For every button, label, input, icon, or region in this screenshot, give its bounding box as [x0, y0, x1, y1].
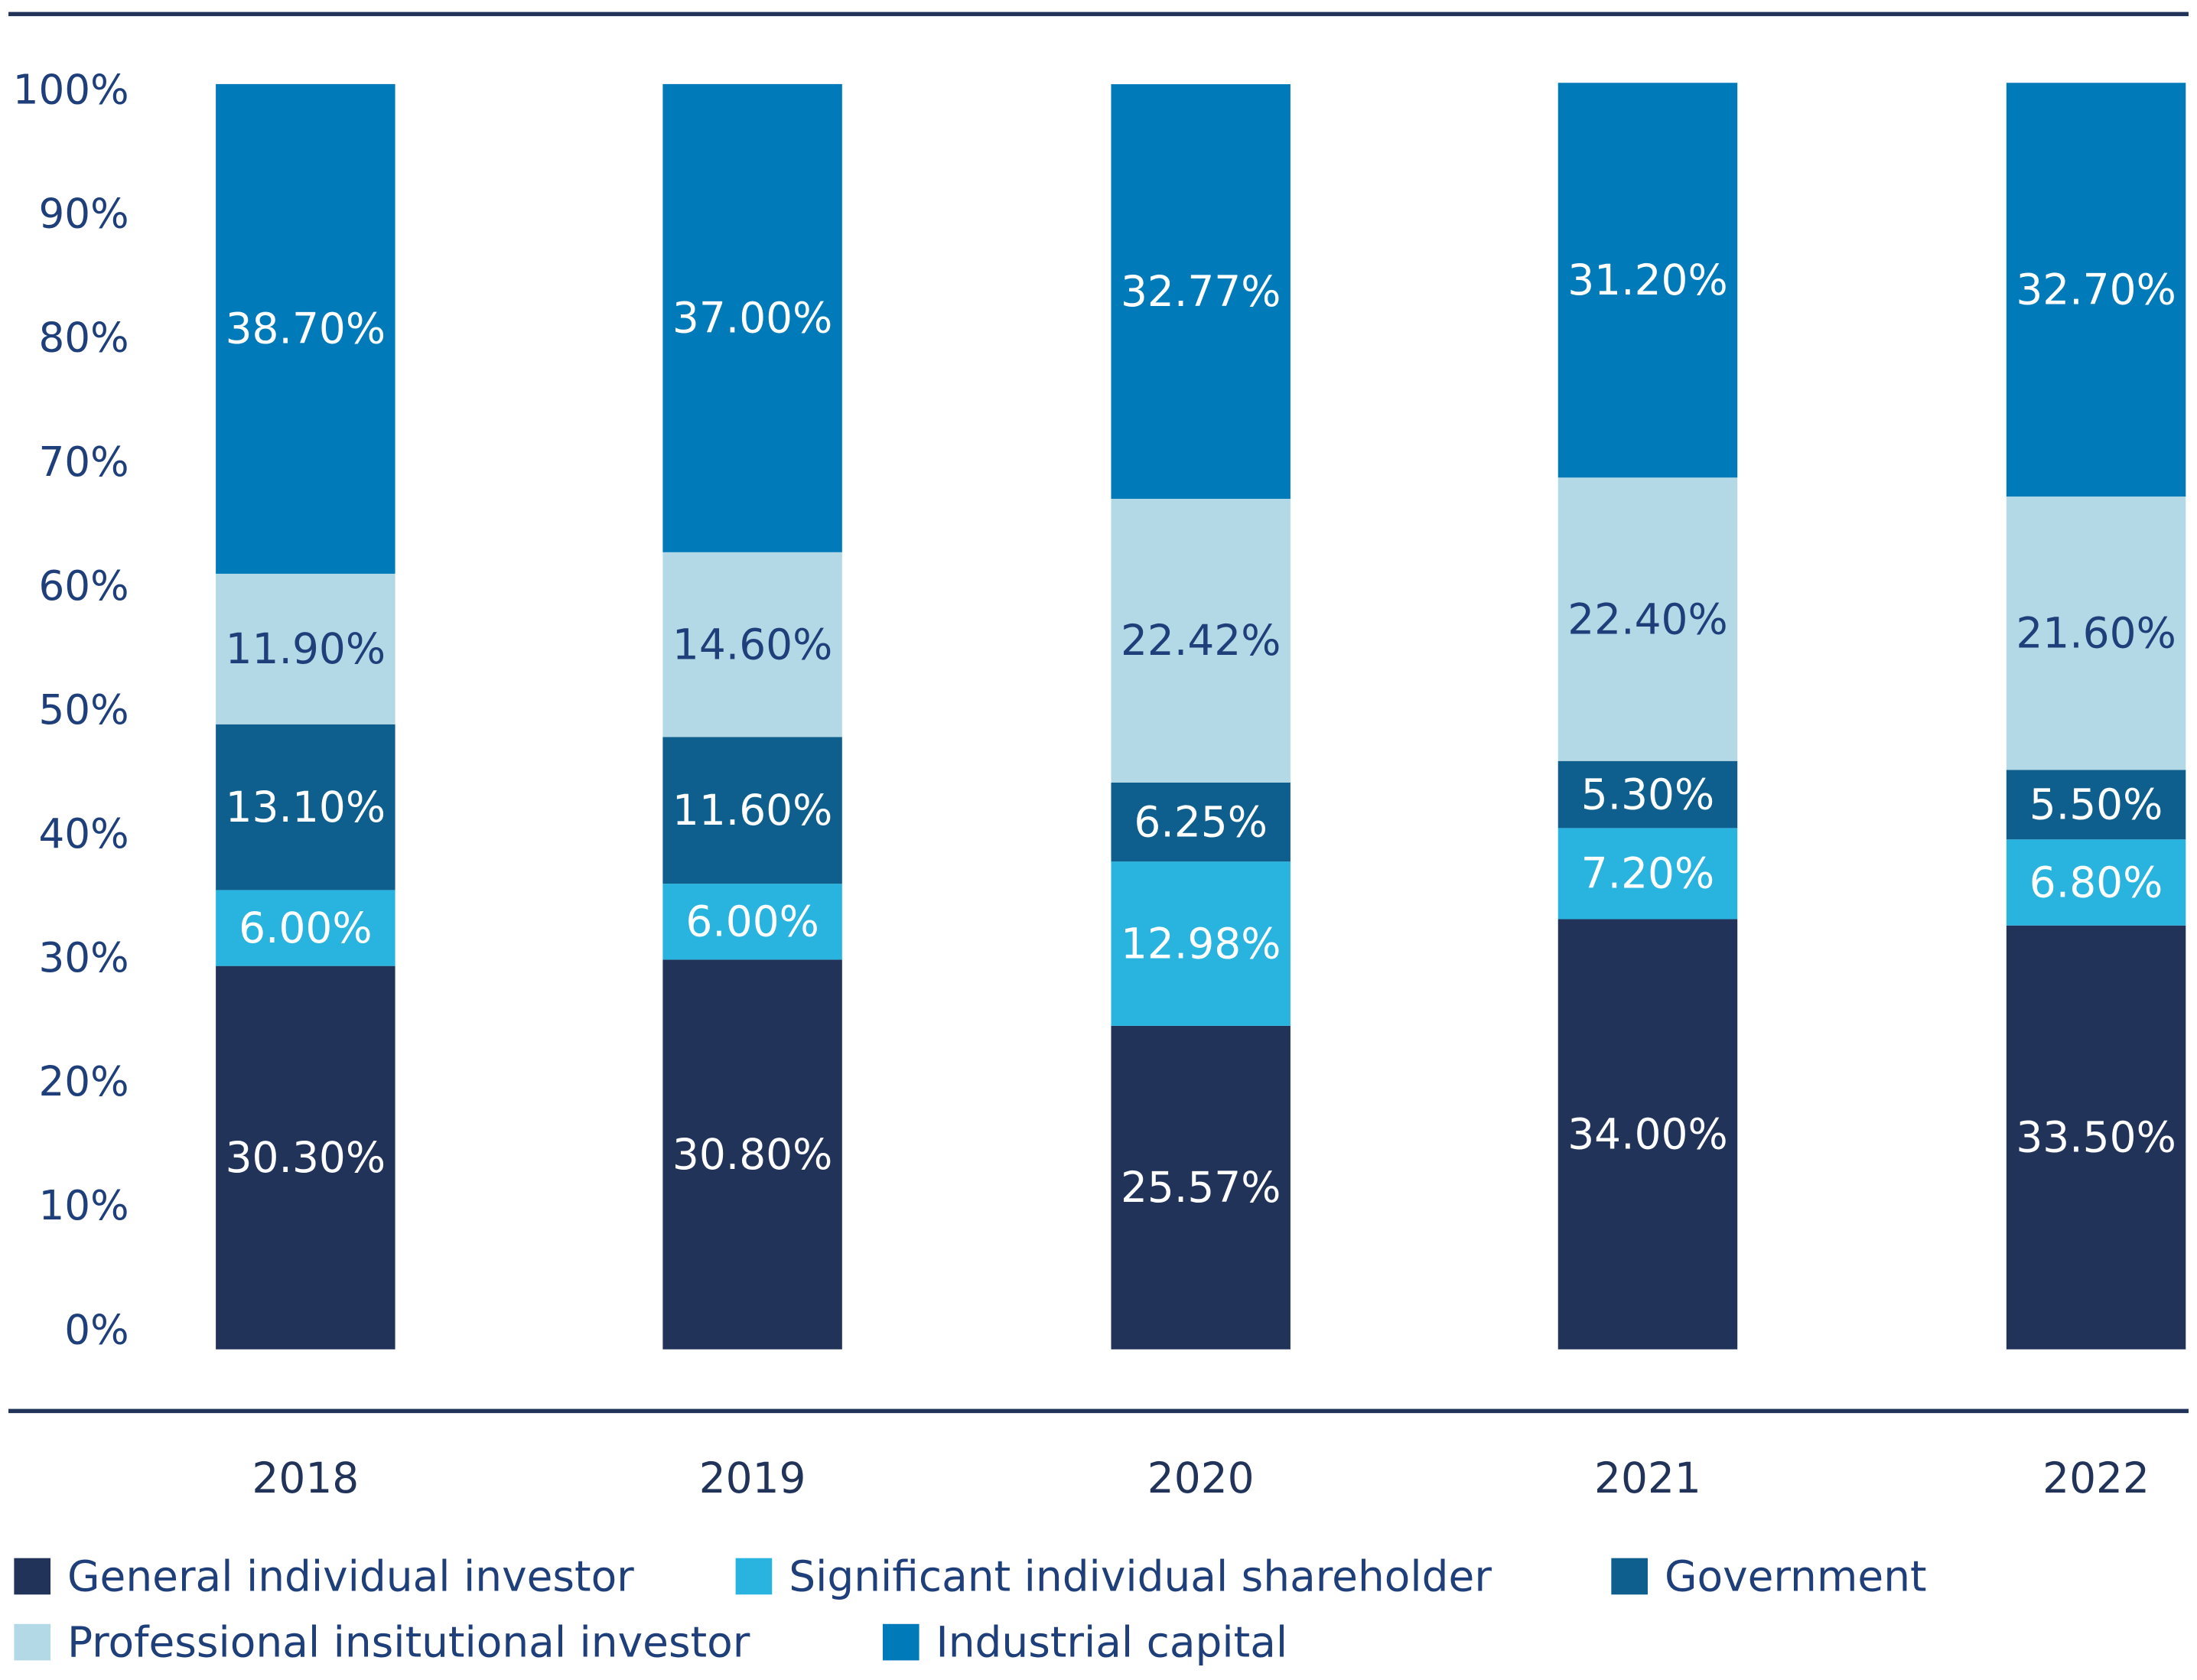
value-label: 32.77% — [1121, 267, 1281, 316]
bar-segment — [2006, 925, 2186, 1350]
y-tick-label: 70% — [39, 438, 129, 486]
bar-segment — [2006, 770, 2186, 840]
bar-segment — [2006, 839, 2186, 926]
bar-segment — [662, 83, 842, 552]
bar-segment — [662, 884, 842, 960]
legend-swatch — [735, 1558, 773, 1595]
y-tick-label: 50% — [39, 686, 129, 734]
value-label: 11.90% — [226, 624, 386, 673]
value-label: 7.20% — [1581, 849, 1715, 898]
x-tick-label: 2018 — [252, 1454, 359, 1503]
y-tick-label: 90% — [39, 190, 129, 238]
y-tick-label: 0% — [64, 1306, 129, 1353]
value-label: 5.30% — [1581, 770, 1715, 819]
bar-segment — [1557, 83, 1738, 478]
value-label: 33.50% — [2016, 1113, 2176, 1162]
bar-segment — [662, 959, 842, 1350]
value-label: 34.00% — [1567, 1109, 1727, 1158]
value-label: 22.42% — [1121, 616, 1281, 665]
y-tick-label: 10% — [39, 1182, 129, 1229]
value-label: 6.25% — [1134, 797, 1268, 846]
bar-segment — [2006, 83, 2186, 497]
legend-label: Significant individual shareholder — [789, 1551, 1492, 1600]
value-label: 11.60% — [672, 786, 832, 835]
y-tick-label: 100% — [13, 67, 129, 114]
value-label: 37.00% — [672, 294, 832, 343]
legend-label: Government — [1665, 1551, 1927, 1600]
value-label: 38.70% — [226, 304, 386, 353]
value-label: 30.80% — [672, 1130, 832, 1179]
value-label: 25.57% — [1121, 1163, 1281, 1212]
y-tick-label: 40% — [39, 810, 129, 858]
bar-segment — [1557, 828, 1738, 920]
legend-label: Professional insitutional investor — [67, 1617, 750, 1666]
value-label: 31.20% — [1567, 256, 1727, 304]
bar-segment — [216, 724, 395, 890]
x-tick-label: 2022 — [2042, 1454, 2150, 1503]
bar-segment — [1557, 477, 1738, 761]
bar-segment — [1557, 919, 1738, 1350]
y-tick-label: 60% — [39, 562, 129, 610]
bar-segment — [1111, 782, 1291, 862]
bar-segment — [1111, 861, 1291, 1026]
bar-segment — [662, 552, 842, 737]
legend-swatch — [14, 1623, 51, 1661]
bar-segment — [216, 83, 395, 574]
y-tick-label: 30% — [39, 934, 129, 982]
value-label: 13.10% — [226, 783, 386, 832]
bar-segment — [216, 890, 395, 966]
bar-segment — [662, 737, 842, 884]
bar-segment — [1111, 1025, 1291, 1350]
x-tick-label: 2020 — [1147, 1454, 1255, 1503]
value-label: 5.50% — [2029, 780, 2163, 829]
legend-label: Industrial capital — [936, 1617, 1288, 1666]
bar-segment — [216, 573, 395, 724]
value-label: 21.60% — [2016, 608, 2176, 657]
legend-swatch — [882, 1623, 919, 1661]
value-label: 30.30% — [226, 1133, 386, 1182]
value-label: 32.70% — [2016, 265, 2176, 314]
value-label: 12.98% — [1121, 919, 1281, 968]
bar-segment — [2006, 497, 2186, 770]
legend-label: General individual investor — [67, 1551, 634, 1600]
y-tick-label: 20% — [39, 1058, 129, 1105]
x-tick-label: 2021 — [1594, 1454, 1701, 1503]
value-label: 14.60% — [672, 620, 832, 669]
value-label: 6.80% — [2029, 858, 2163, 907]
legend-swatch — [1611, 1558, 1648, 1595]
y-tick-label: 80% — [39, 314, 129, 362]
x-tick-label: 2019 — [699, 1454, 806, 1503]
value-label: 22.40% — [1567, 594, 1727, 643]
bar-segment — [1111, 499, 1291, 783]
bar-segment — [1557, 760, 1738, 829]
bar-segment — [1111, 84, 1291, 500]
value-label: 6.00% — [239, 903, 373, 952]
value-label: 6.00% — [685, 897, 819, 946]
bar-segment — [216, 965, 395, 1350]
legend-swatch — [14, 1558, 51, 1595]
